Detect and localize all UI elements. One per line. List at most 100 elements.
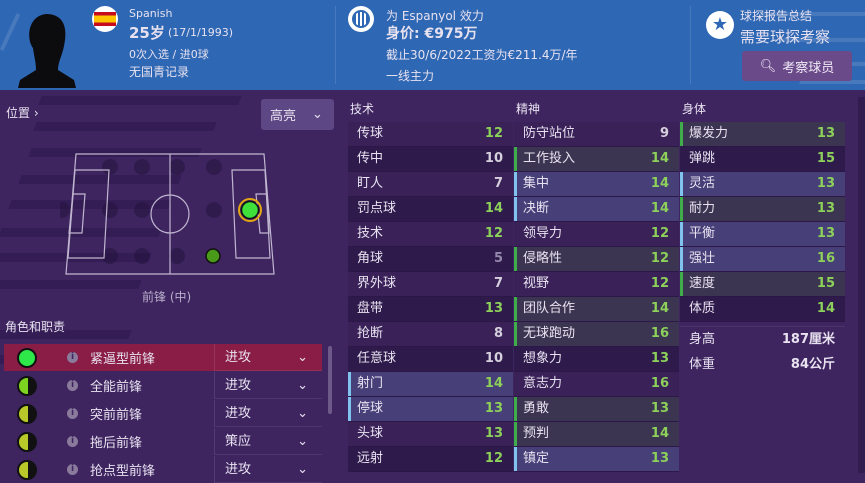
attribute-row[interactable]: 工作投入 14 (514, 147, 679, 172)
attribute-row[interactable]: 盘带 13 (348, 297, 513, 322)
attribute-row[interactable]: 头球 13 (348, 422, 513, 447)
attribute-value: 7 (493, 276, 503, 291)
attribute-row[interactable]: 抢断 8 (348, 322, 513, 347)
info-icon[interactable]: i (67, 408, 78, 419)
scout-player-button[interactable]: 🔍︎ 考察球员 (742, 51, 852, 81)
attribute-row[interactable]: 界外球 7 (348, 272, 513, 297)
attribute-row[interactable]: 镇定 13 (514, 447, 679, 472)
attribute-row[interactable]: 盯人 7 (348, 172, 513, 197)
attribute-row[interactable]: 预判 14 (514, 422, 679, 447)
info-icon[interactable]: i (67, 352, 78, 363)
attribute-name: 侵略性 (523, 251, 563, 266)
attribute-row[interactable]: 耐力 13 (680, 197, 845, 222)
attribute-row[interactable]: 停球 13 (348, 397, 513, 422)
attribute-name: 镇定 (523, 451, 550, 466)
roles-scrollbar[interactable] (328, 346, 332, 414)
attribute-name: 体质 (689, 301, 716, 316)
attribute-row[interactable]: 爆发力 13 (680, 122, 845, 147)
chevron-down-icon: ⌄ (297, 406, 308, 421)
role-row[interactable]: i 突前前锋 进攻 ⌄ (4, 400, 322, 427)
info-icon[interactable]: i (67, 380, 78, 391)
attribute-row[interactable]: 灵活 13 (680, 172, 845, 197)
role-suitability-icon (17, 403, 37, 424)
chevron-down-icon: ⌄ (312, 107, 323, 122)
attribute-row[interactable]: 体质 14 (680, 297, 845, 322)
club-line[interactable]: 为 Espanyol 效力 (386, 9, 484, 23)
attribute-name: 界外球 (357, 276, 397, 291)
physical-attributes: 身体 爆发力 13 弹跳 15 灵活 13 耐力 13 平衡 13 强壮 16 速度 15 体质 14 身高 187… (680, 97, 845, 377)
role-name: 突前前锋 (90, 408, 143, 423)
attribute-row[interactable]: 传球 12 (348, 122, 513, 147)
attribute-name: 灵活 (689, 176, 716, 191)
attribute-row[interactable]: 强壮 16 (680, 247, 845, 272)
attribute-row[interactable]: 传中 10 (348, 147, 513, 172)
info-icon[interactable]: i (67, 464, 78, 475)
attribute-value: 13 (650, 451, 669, 466)
attribute-value: 10 (484, 151, 503, 166)
chevron-down-icon: ⌄ (297, 462, 308, 477)
duty-dropdown[interactable]: 策应 ⌄ (214, 428, 322, 455)
duty-dropdown[interactable]: 进攻 ⌄ (214, 372, 322, 399)
attribute-row[interactable]: 罚点球 14 (348, 197, 513, 222)
attribute-name: 盘带 (357, 301, 384, 316)
attribute-row[interactable]: 技术 12 (348, 222, 513, 247)
attribute-value: 12 (650, 251, 669, 266)
role-suitability-icon (17, 347, 37, 368)
highlight-dropdown[interactable]: 高亮 ⌄ (261, 99, 334, 130)
info-icon[interactable]: i (67, 436, 78, 447)
attribute-name: 领导力 (523, 226, 563, 241)
role-row[interactable]: i 抢点型前锋 进攻 ⌄ (4, 456, 322, 483)
attribute-row[interactable]: 任意球 10 (348, 347, 513, 372)
role-name: 抢点型前锋 (90, 464, 156, 479)
attribute-row[interactable]: 角球 5 (348, 247, 513, 272)
attribute-row[interactable]: 想象力 13 (514, 347, 679, 372)
role-suitability-icon (17, 459, 37, 480)
attribute-value: 13 (650, 351, 669, 366)
scout-report-status: 需要球探考察 (740, 28, 831, 46)
attribute-value: 12 (650, 276, 669, 291)
duty-dropdown[interactable]: 进攻 ⌄ (214, 344, 322, 371)
attribute-value: 5 (493, 251, 503, 266)
attribute-row[interactable]: 团队合作 14 (514, 297, 679, 322)
duty-dropdown[interactable]: 进攻 ⌄ (214, 456, 322, 483)
attribute-value: 16 (816, 251, 835, 266)
attribute-row[interactable]: 速度 15 (680, 272, 845, 297)
attribute-row[interactable]: 领导力 12 (514, 222, 679, 247)
attribute-value: 13 (650, 401, 669, 416)
spain-flag-icon (92, 6, 118, 32)
attribute-row[interactable]: 视野 12 (514, 272, 679, 297)
attribute-row[interactable]: 平衡 13 (680, 222, 845, 247)
attribute-value: 13 (816, 201, 835, 216)
attribute-row[interactable]: 集中 14 (514, 172, 679, 197)
attribute-row[interactable]: 无球跑动 16 (514, 322, 679, 347)
attribute-row[interactable]: 决断 14 (514, 197, 679, 222)
attribute-name: 爆发力 (689, 126, 729, 141)
attribute-value: 14 (650, 201, 669, 216)
position-link[interactable]: 位置 › (6, 106, 39, 120)
attribute-value: 12 (484, 451, 503, 466)
attribute-row[interactable]: 侵略性 12 (514, 247, 679, 272)
attribute-name: 无球跑动 (523, 326, 576, 341)
attribute-row[interactable]: 远射 12 (348, 447, 513, 472)
attribute-name: 传中 (357, 151, 384, 166)
attribute-row[interactable]: 弹跳 15 (680, 147, 845, 172)
weight-row: 体重 84公斤 (689, 357, 835, 372)
attribute-name: 弹跳 (689, 151, 716, 166)
star-icon: ★ (706, 11, 734, 39)
height-row: 身高 187厘米 (689, 332, 835, 347)
attribute-row[interactable]: 射门 14 (348, 372, 513, 397)
duty-dropdown[interactable]: 进攻 ⌄ (214, 400, 322, 427)
attribute-row[interactable]: 意志力 16 (514, 372, 679, 397)
attribute-name: 任意球 (357, 351, 397, 366)
club-crest-icon[interactable] (348, 6, 374, 32)
role-row[interactable]: i 紧逼型前锋 进攻 ⌄ (4, 344, 322, 371)
attribute-row[interactable]: 防守站位 9 (514, 122, 679, 147)
role-row[interactable]: i 全能前锋 进攻 ⌄ (4, 372, 322, 399)
scout-report-title: 球探报告总结 (740, 9, 813, 23)
role-row[interactable]: i 拖后前锋 策应 ⌄ (4, 428, 322, 455)
attribute-name: 盯人 (357, 176, 384, 191)
attribute-name: 防守站位 (523, 126, 576, 141)
attribute-value: 14 (650, 176, 669, 191)
attribute-row[interactable]: 勇敢 13 (514, 397, 679, 422)
technical-title: 技术 (350, 102, 375, 116)
